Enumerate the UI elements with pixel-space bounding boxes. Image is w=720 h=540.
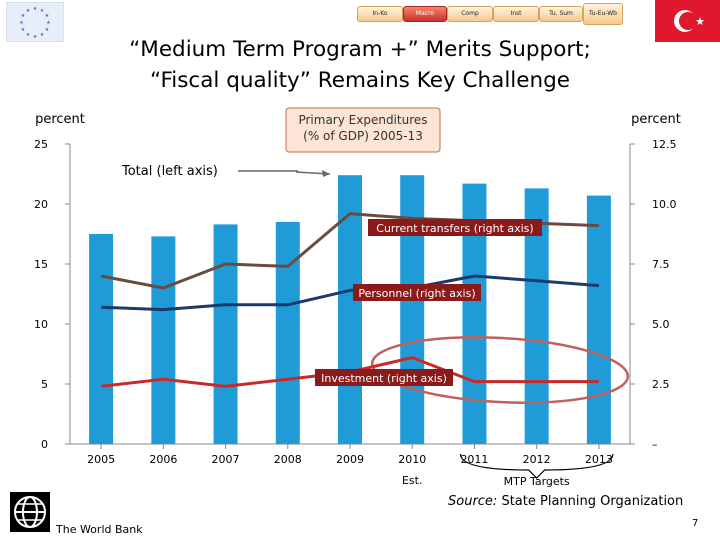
nav-tab-comp[interactable]: Comp [447, 6, 493, 22]
title-line-2: “Fiscal quality” Remains Key Challenge [149, 68, 571, 93]
svg-text:★: ★ [21, 13, 26, 19]
svg-text:★: ★ [26, 32, 31, 38]
world-bank-name: The World Bank [56, 523, 143, 536]
total-series-label: Total (left axis) [121, 164, 218, 179]
bar-total-2007 [213, 224, 238, 444]
x-tick-label: 2012 [523, 453, 551, 466]
svg-text:★: ★ [40, 32, 45, 38]
total-arrowhead [322, 170, 330, 177]
x-tick-label: 2005 [87, 453, 115, 466]
investment-label: Investment (right axis) [321, 372, 447, 385]
world-bank-logo-icon [10, 492, 50, 532]
y-left-tick-label: 20 [34, 198, 48, 211]
chart-title-line-1: Primary Expenditures [298, 113, 427, 127]
page-number: 7 [692, 518, 699, 529]
personnel-label-box [353, 284, 481, 301]
svg-text:★: ★ [33, 6, 38, 12]
x-tick-label: 2010 [398, 453, 426, 466]
bar-total-2005 [89, 234, 114, 444]
y-right-axis-label: percent [631, 112, 681, 127]
investment-highlight-ellipse [370, 336, 630, 404]
y-left-axis-label: percent [35, 112, 85, 127]
current-transfers-label: Current transfers (right axis) [376, 222, 533, 235]
nav-tab-inst[interactable]: Inst [493, 6, 539, 22]
x-tick-label: 2009 [336, 453, 364, 466]
x-tick-note: Est. [402, 474, 423, 487]
y-left-tick-label: 15 [34, 258, 48, 271]
y-right-tick-label: 7.5 [652, 258, 670, 271]
mtp-targets-bracket [459, 453, 614, 479]
nav-tab-macro[interactable]: Macro [403, 6, 447, 22]
page-title: “Medium Term Program +” Merits Support; … [80, 34, 640, 96]
nav-tab-inko[interactable]: In-Ko [357, 6, 403, 22]
bar-total-2013 [586, 195, 611, 444]
y-left-tick-label: 10 [34, 318, 48, 331]
chart-title-line-2: (% of GDP) 2005-13 [303, 129, 423, 143]
svg-text:★: ★ [695, 15, 705, 28]
source-note: Source: State Planning Organization [448, 494, 683, 509]
personnel-line [101, 274, 600, 312]
x-tick-label: 2007 [212, 453, 240, 466]
source-label: Source: [448, 494, 498, 509]
y-left-tick-label: 25 [34, 138, 48, 151]
x-tick-label: 2008 [274, 453, 302, 466]
y-left-tick-label: 0 [41, 438, 48, 451]
current-transfers-label-box [368, 219, 542, 236]
y-right-tick-label: – [652, 438, 658, 451]
investment-label-box [315, 369, 453, 386]
svg-text:★: ★ [46, 20, 51, 26]
bar-total-2006 [151, 236, 176, 444]
x-tick-label: 2013 [585, 453, 613, 466]
svg-text:★: ★ [45, 13, 50, 19]
bar-total-2008 [275, 222, 300, 444]
bar-total-2010 [400, 175, 425, 444]
mtp-targets-label: MTP Targets [504, 475, 570, 488]
y-left-tick-label: 5 [41, 378, 48, 391]
svg-text:★: ★ [26, 8, 31, 14]
chart-title-box [285, 107, 441, 153]
nav-tab-tu-sum[interactable]: Tu. Sum [539, 6, 583, 22]
y-right-tick-label: 12.5 [652, 138, 677, 151]
svg-text:★: ★ [21, 27, 26, 33]
x-tick-label: 2011 [460, 453, 488, 466]
source-text: State Planning Organization [497, 494, 684, 509]
nav-tab-tu-eu-wb[interactable]: Tu-Eu-Wb [583, 3, 623, 25]
svg-text:★: ★ [40, 8, 45, 14]
y-right-tick-label: 2.5 [652, 378, 670, 391]
y-right-tick-label: 5.0 [652, 318, 670, 331]
personnel-label: Personnel (right axis) [358, 287, 475, 300]
svg-text:★: ★ [19, 20, 24, 26]
x-tick-label: 2006 [149, 453, 177, 466]
title-line-1: “Medium Term Program +” Merits Support; [129, 37, 591, 62]
eu-flag-icon: ★ ★★ ★★★ ★★★ ★★★ [6, 2, 64, 42]
svg-text:★: ★ [33, 34, 38, 40]
svg-text:★: ★ [45, 27, 50, 33]
y-right-tick-label: 10.0 [652, 198, 677, 211]
turkey-flag-icon: ★ [655, 0, 720, 42]
